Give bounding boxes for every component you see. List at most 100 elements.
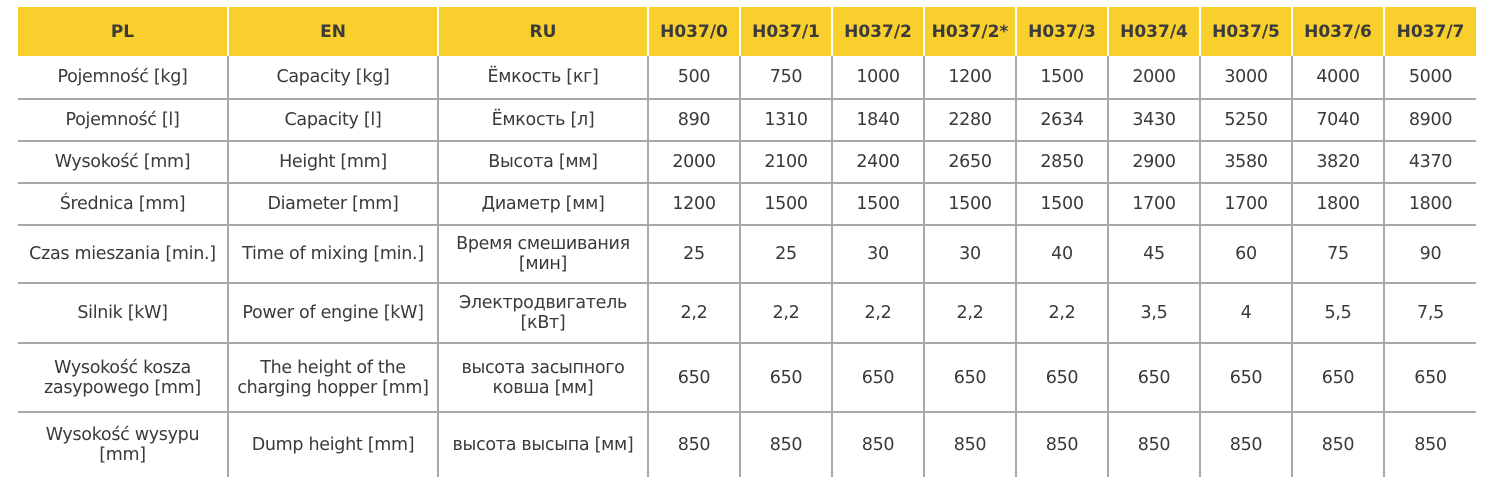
row-label: Высота [мм] [437, 140, 648, 183]
table-cell: 30 [831, 224, 924, 283]
row-label: Wysokość wysypu [mm] [18, 411, 228, 477]
table-cell: 8900 [1383, 98, 1476, 141]
table-cell: 650 [1383, 342, 1476, 412]
table-cell: 1200 [647, 182, 740, 225]
table-cell: 850 [1015, 411, 1108, 477]
table-cell: 650 [1015, 342, 1108, 412]
table-cell: 500 [647, 56, 740, 99]
row-label: Wysokość kosza zasypowego [mm] [18, 342, 228, 412]
table-cell: 2,2 [923, 282, 1016, 343]
table-cell: 1200 [923, 56, 1016, 99]
row-label: Time of mixing [min.] [227, 224, 438, 283]
table-cell: 650 [647, 342, 740, 412]
table-cell: 650 [1199, 342, 1292, 412]
table-cell: 2,2 [647, 282, 740, 343]
row-label: Pojemność [kg] [57, 67, 188, 87]
header-row: PL EN RU H037/0 H037/1 H037/2 H037/2* H037/3 H03… [18, 7, 1476, 56]
table-cell: 2900 [1107, 140, 1200, 183]
row-label: Silnik [kW] [18, 282, 228, 343]
table-cell: 30 [923, 224, 1016, 283]
table-row: Wysokość [mm] Height [mm] Высота [мм] 2000 2… [18, 140, 1476, 183]
table-cell: 1800 [1291, 182, 1384, 225]
column-header: RU [437, 7, 648, 56]
table-cell: 75 [1291, 224, 1384, 283]
column-header: H037/2* [923, 7, 1016, 56]
column-header: H037/1 [739, 7, 832, 56]
table-cell: 2280 [923, 98, 1016, 141]
table-cell: 2400 [831, 140, 924, 183]
table-cell: 5250 [1199, 98, 1292, 141]
table-cell: 2000 [647, 140, 740, 183]
table-row: Wysokość kosza zasypowego [mm] The height… [18, 342, 1476, 412]
table-cell: 850 [1199, 411, 1292, 477]
table-cell: 1500 [1015, 56, 1108, 99]
table-cell: 25 [647, 224, 740, 283]
table-cell: 7040 [1291, 98, 1384, 141]
table-cell: 2,2 [831, 282, 924, 343]
column-header: H037/2 [831, 7, 924, 56]
table-row: Wysokość wysypu [mm] Dump height [mm] высо… [18, 411, 1476, 477]
table-cell: 4000 [1291, 56, 1384, 99]
table-cell: 2,2 [739, 282, 832, 343]
column-header: PL [18, 7, 228, 56]
table-cell: 45 [1107, 224, 1200, 283]
table-cell: 2850 [1015, 140, 1108, 183]
table-cell: 1700 [1107, 182, 1200, 225]
row-label: Height [mm] [227, 140, 438, 183]
column-header: H037/4 [1107, 7, 1200, 56]
table-cell: 40 [1015, 224, 1108, 283]
table-cell: 1310 [739, 98, 832, 141]
table-cell: 1000 [831, 56, 924, 99]
table-cell: 850 [1383, 411, 1476, 477]
table-cell: 850 [1107, 411, 1200, 477]
table-cell: 850 [1291, 411, 1384, 477]
table-cell: 4 [1199, 282, 1292, 343]
row-label: Время смешивания [мин] [437, 224, 648, 283]
row-label: Диаметр [мм] [437, 182, 648, 225]
row-label: высота засыпного ковша [мм] [437, 342, 648, 412]
table-cell: 2634 [1015, 98, 1108, 141]
table-cell: 750 [739, 56, 832, 99]
table-cell: 5,5 [1291, 282, 1384, 343]
column-header: H037/7 [1383, 7, 1476, 56]
table-cell: 2,2 [1015, 282, 1108, 343]
row-label: Dump height [mm] [227, 411, 438, 477]
table-cell: 1700 [1199, 182, 1292, 225]
row-label: Czas mieszania [min.] [18, 224, 228, 283]
table-cell: 1840 [831, 98, 924, 141]
column-header: H037/0 [647, 7, 740, 56]
table-cell: 3430 [1107, 98, 1200, 141]
table-cell: 3000 [1199, 56, 1292, 99]
table-cell: 850 [923, 411, 1016, 477]
table-cell: 4370 [1383, 140, 1476, 183]
table-cell: 1800 [1383, 182, 1476, 225]
table-cell: 1500 [923, 182, 1016, 225]
table-row: Silnik [kW] Power of engine [kW] Электродв… [18, 282, 1476, 343]
row-label: Pojemność [l] [18, 98, 228, 141]
table-cell: 1500 [1015, 182, 1108, 225]
row-label: высота высыпа [мм] [437, 411, 648, 477]
table-cell: 3,5 [1107, 282, 1200, 343]
column-header: EN [227, 7, 438, 56]
table-cell: 650 [831, 342, 924, 412]
table-row: Pojemność [l] Capacity [l] Ёмкость [л] 890 1… [18, 98, 1476, 141]
table-cell: 3820 [1291, 140, 1384, 183]
table-cell: 850 [831, 411, 924, 477]
table-cell: 7,5 [1383, 282, 1476, 343]
table-cell: 25 [739, 224, 832, 283]
table-cell: 2100 [739, 140, 832, 183]
row-label: Электродвигатель [кВт] [437, 282, 648, 343]
table-cell: 1500 [739, 182, 832, 225]
table-cell: 850 [739, 411, 832, 477]
table-cell: 2000 [1107, 56, 1200, 99]
table-row: Czas mieszania [min.] Time of mixing [min… [18, 224, 1476, 283]
column-header: H037/6 [1291, 7, 1384, 56]
table-cell: 90 [1383, 224, 1476, 283]
table-row: Średnica [mm] Diameter [mm] Диаметр [мм] 12… [18, 182, 1476, 225]
row-label: Ёмкость [л] [437, 98, 648, 141]
table-cell: 890 [647, 98, 740, 141]
row-label: Średnica [mm] [18, 182, 228, 225]
column-header: H037/3 [1015, 7, 1108, 56]
table-cell: 850 [647, 411, 740, 477]
table-cell: 650 [1107, 342, 1200, 412]
